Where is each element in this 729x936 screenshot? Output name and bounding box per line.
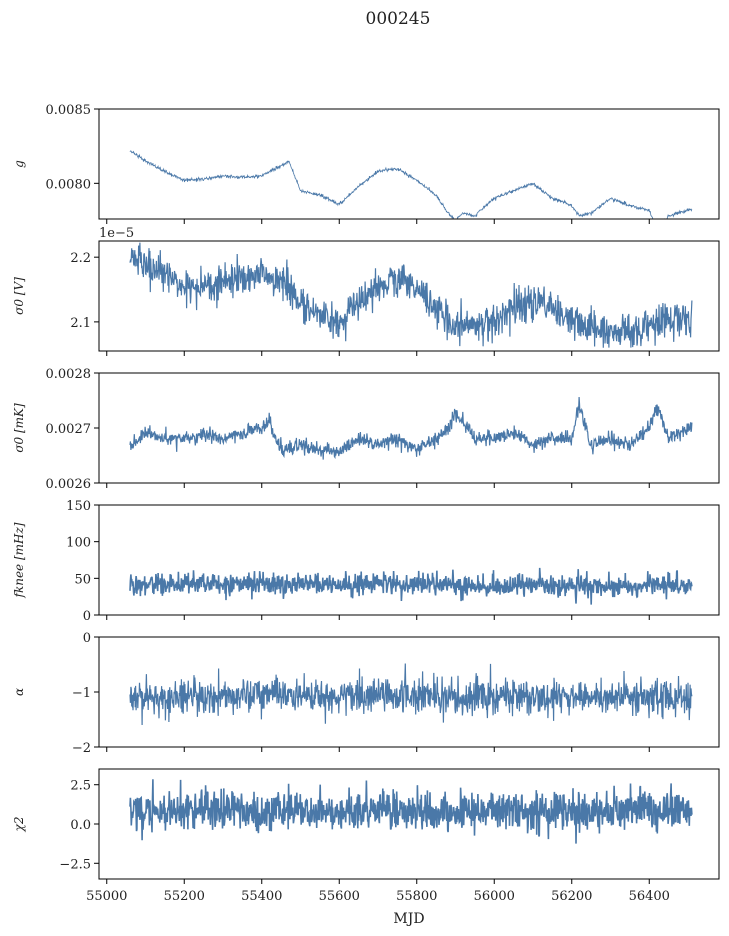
y-tick-label: 50 (74, 572, 91, 587)
panel-alpha: −2 −1 0 α (12, 631, 720, 756)
axes-frame (98, 504, 720, 616)
y-axis-label: α (12, 688, 26, 696)
y-axis-label: σ0 [V] (12, 277, 26, 315)
y-tick-label: 0.0085 (46, 103, 92, 118)
y-tick-label: 0.0028 (46, 367, 92, 382)
y-tick-label: 150 (66, 499, 91, 514)
y-tick-label: 2.2 (70, 251, 91, 266)
y-axis-label: σ0 [mK] (12, 403, 26, 453)
y-axis-label: g (12, 160, 26, 168)
y-tick-label: −1 (72, 686, 91, 701)
panel-fknee: 0 50 100 150 fknee [mHz] (12, 499, 720, 624)
y-axis-label: χ2 (12, 817, 26, 833)
series-line (129, 242, 693, 348)
panel-sigma0_V: 2.1 2.2 1e−5 σ0 [V] (12, 226, 720, 356)
y-tick-label: 0 (83, 609, 91, 624)
axes-frame (98, 768, 720, 880)
x-tick-label: 56200 (551, 889, 592, 904)
y-tick-label: 0.0027 (46, 422, 92, 437)
y-offset-text: 1e−5 (99, 226, 134, 241)
y-tick-label: −2 (72, 741, 91, 756)
y-tick-label: 0.0026 (46, 477, 92, 492)
y-axis-label: fknee [mHz] (12, 522, 26, 598)
panel-g: 0.0080 0.0085 g (12, 103, 720, 224)
x-tick-label: 55600 (319, 889, 360, 904)
series-line (129, 396, 693, 460)
x-axis-label: MJD (393, 911, 424, 927)
y-tick-label: 2.1 (70, 316, 91, 331)
x-tick-label: 55000 (86, 889, 127, 904)
x-tick-label: 56000 (474, 889, 515, 904)
series-line (129, 150, 693, 219)
axes-frame (98, 372, 720, 484)
y-tick-label: 0 (83, 631, 91, 646)
y-tick-label: 2.5 (70, 779, 91, 794)
x-tick-label: 56400 (629, 889, 670, 904)
panel-sigma0_mK: 0.0026 0.0027 0.0028 σ0 [mK] (12, 367, 720, 492)
y-tick-label: 0.0080 (46, 177, 92, 192)
figure-title: 000245 (366, 9, 431, 29)
x-tick-label: 55200 (164, 889, 205, 904)
series-line (129, 779, 693, 844)
y-tick-label: 100 (66, 536, 91, 551)
panel-chi2: −2.5 0.0 2.5 55000 55200 55400 55600 55800 56000… (12, 768, 720, 904)
x-tick-label: 55400 (241, 889, 282, 904)
axes-frame (98, 240, 720, 352)
series-line (129, 567, 693, 605)
series-line (129, 663, 693, 726)
x-tick-label: 55800 (396, 889, 437, 904)
y-tick-label: −2.5 (59, 857, 91, 872)
axes-frame (98, 108, 720, 220)
y-tick-label: 0.0 (70, 818, 91, 833)
